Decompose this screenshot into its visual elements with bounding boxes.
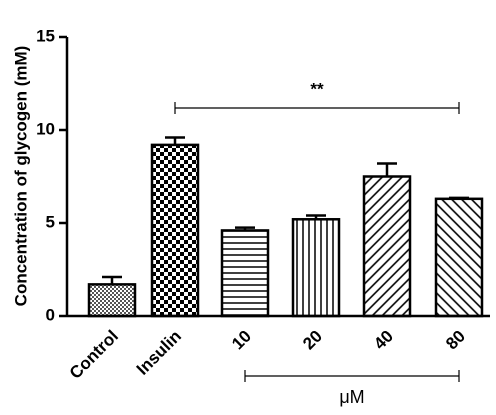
y-tick-label: 0 [46,305,55,324]
x-tick-label: Insulin [133,327,185,379]
bar [291,218,341,318]
x-tick-label: 10 [228,327,255,354]
significance-label: ** [310,79,324,98]
bar [362,175,412,318]
bar [220,229,270,318]
x-tick-label: Control [66,327,122,383]
bar [87,283,137,318]
unit-label: μM [339,387,364,407]
bar [150,143,200,318]
x-tick-label: 80 [442,327,469,354]
x-tick-label: 20 [299,327,326,354]
y-tick-label: 15 [36,26,55,45]
y-tick-label: 5 [46,212,55,231]
y-tick-label: 10 [36,119,55,138]
bar [434,197,484,318]
y-axis-label: Concentration of glycogen (mM) [11,46,30,307]
x-tick-label: 40 [370,327,397,354]
